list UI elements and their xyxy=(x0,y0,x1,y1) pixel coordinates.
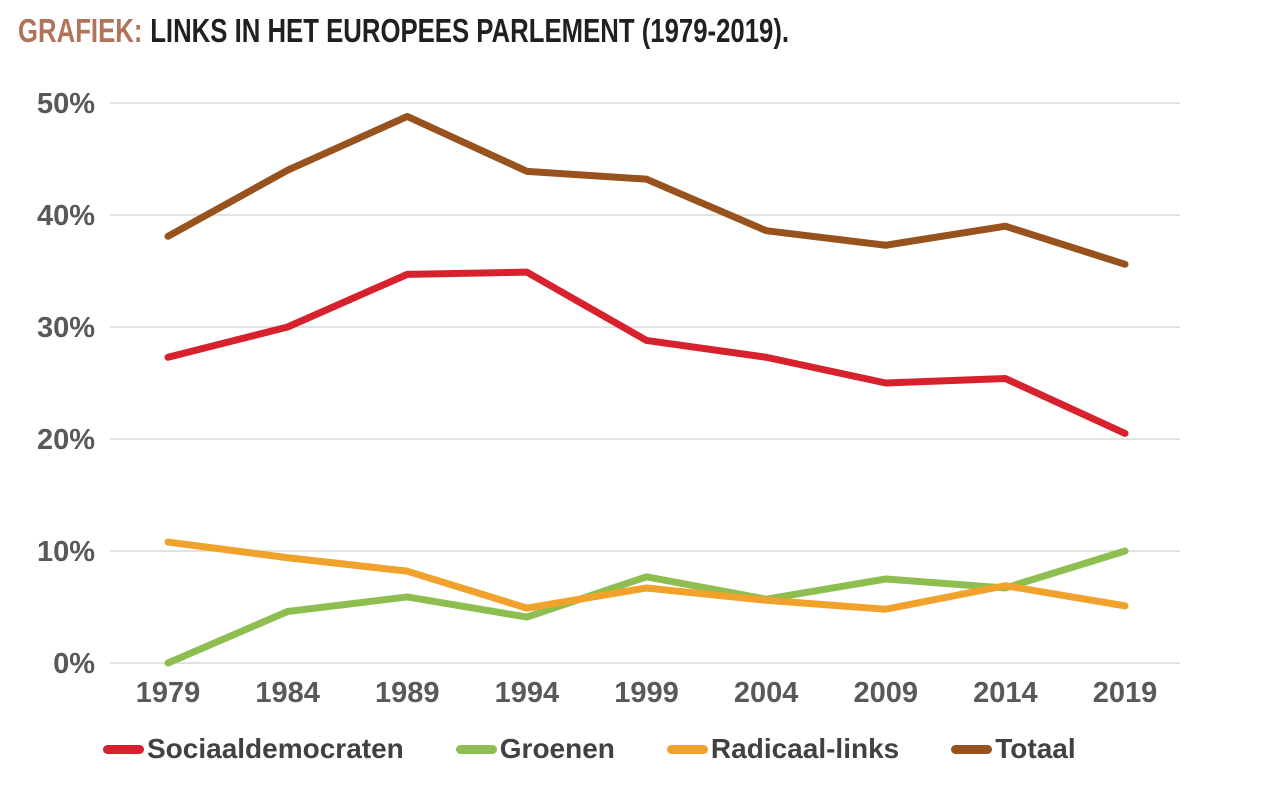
y-axis-tick-label: 0% xyxy=(53,648,95,680)
legend-label: Totaal xyxy=(995,733,1076,764)
legend-item-sociaaldemocraten: Sociaaldemocraten xyxy=(103,733,404,765)
totaal-line-swatch-icon xyxy=(951,744,993,754)
line-chart: 0% 10% 20% 30% 40% 50% 1979 1984 1989 1994 1999 200… xyxy=(37,88,1180,709)
y-axis-tick-label: 50% xyxy=(37,88,95,120)
x-axis-tick-label: 2004 xyxy=(734,677,799,709)
x-axis-tick-label: 1984 xyxy=(255,677,320,709)
sociaaldemocraten-line-swatch-icon xyxy=(103,744,144,754)
x-axis-tick-label: 1979 xyxy=(136,677,201,709)
x-axis-tick-label: 1994 xyxy=(495,677,560,709)
y-axis-tick-label: 40% xyxy=(37,200,95,232)
chart-title-main: LINKS IN HET EUROPEES PARLEMENT (1979-20… xyxy=(150,12,790,49)
series-line-groenen xyxy=(164,547,1129,667)
legend-label: Groenen xyxy=(499,733,615,764)
legend-label: Sociaaldemocraten xyxy=(147,733,404,764)
legend-item-totaal: Totaal xyxy=(951,733,1076,765)
x-axis-tick-label: 1989 xyxy=(375,677,440,709)
y-axis-tick-label: 20% xyxy=(37,424,95,456)
x-axis-tick-label: 2009 xyxy=(853,677,918,709)
chart-title-prefix: GRAFIEK: xyxy=(18,12,143,49)
x-axis-tick-label: 2014 xyxy=(973,677,1038,709)
y-axis-tick-label: 30% xyxy=(37,312,95,344)
series-line-sociaaldemocraten xyxy=(164,268,1129,437)
legend-item-radicaal-links: Radicaal-links xyxy=(666,733,900,765)
radicaal-links-line-swatch-icon xyxy=(666,744,708,754)
series-line-radicaal-links xyxy=(164,538,1129,613)
y-axis-tick-label: 10% xyxy=(37,536,95,568)
chart-title: GRAFIEK: LINKS IN HET EUROPEES PARLEMENT … xyxy=(18,12,789,50)
legend-label: Radicaal-links xyxy=(710,733,900,764)
groenen-line-swatch-icon xyxy=(455,744,497,754)
x-axis-tick-label: 2019 xyxy=(1093,677,1158,709)
legend-item-groenen: Groenen xyxy=(455,733,615,765)
chart-legend: Sociaaldemocraten Groenen Radicaal-links… xyxy=(103,733,1076,765)
x-axis-tick-label: 1999 xyxy=(614,677,679,709)
series-line-totaal xyxy=(164,112,1129,268)
